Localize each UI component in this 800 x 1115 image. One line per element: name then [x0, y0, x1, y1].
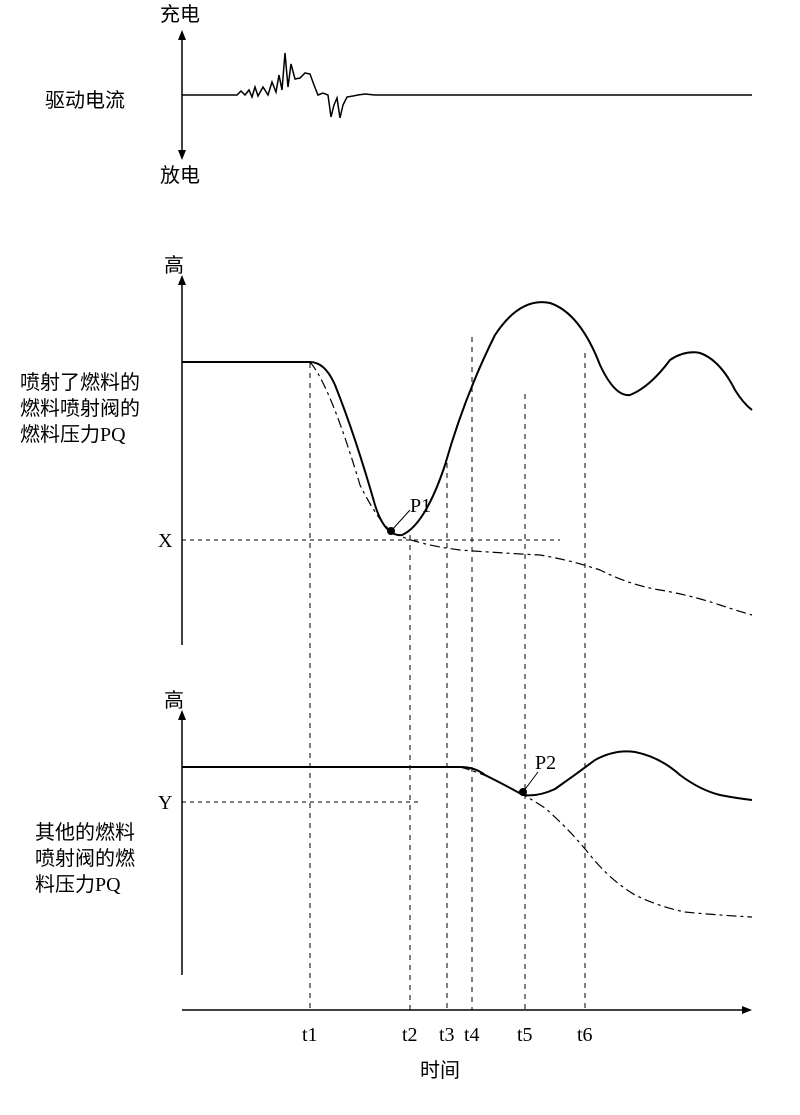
- time-axis: [160, 1000, 760, 1040]
- time-axis-svg: [160, 1000, 760, 1040]
- tick-t5: t5: [517, 1022, 533, 1048]
- tick-t6: t6: [577, 1022, 593, 1048]
- tick-t1: t1: [302, 1022, 318, 1048]
- c3-side-label: 其他的燃料 喷射阀的燃 料压力PQ: [35, 820, 135, 898]
- c1-side-label: 驱动电流: [45, 88, 125, 114]
- c3-y-label: Y: [158, 790, 172, 816]
- c2-x-label: X: [158, 528, 172, 554]
- c1-top-label: 充电: [160, 2, 200, 28]
- drive-current-chart: [160, 10, 760, 180]
- fuel-pressure-2-chart: [160, 690, 760, 975]
- time-label: 时间: [420, 1058, 460, 1084]
- fuel-pressure-1-svg: [160, 255, 760, 645]
- p1-label: P1: [410, 493, 431, 519]
- tick-t3: t3: [439, 1022, 455, 1048]
- fuel-pressure-1-chart: [160, 255, 760, 645]
- tick-t2: t2: [402, 1022, 418, 1048]
- p2-label: P2: [535, 750, 556, 776]
- c2-side-label: 喷射了燃料的 燃料喷射阀的 燃料压力PQ: [20, 370, 140, 448]
- tick-t4: t4: [464, 1022, 480, 1048]
- drive-current-svg: [160, 10, 760, 180]
- c2-top-label: 高: [164, 253, 184, 279]
- c1-bottom-label: 放电: [160, 163, 200, 189]
- fuel-pressure-2-svg: [160, 690, 760, 975]
- c3-top-label: 高: [164, 688, 184, 714]
